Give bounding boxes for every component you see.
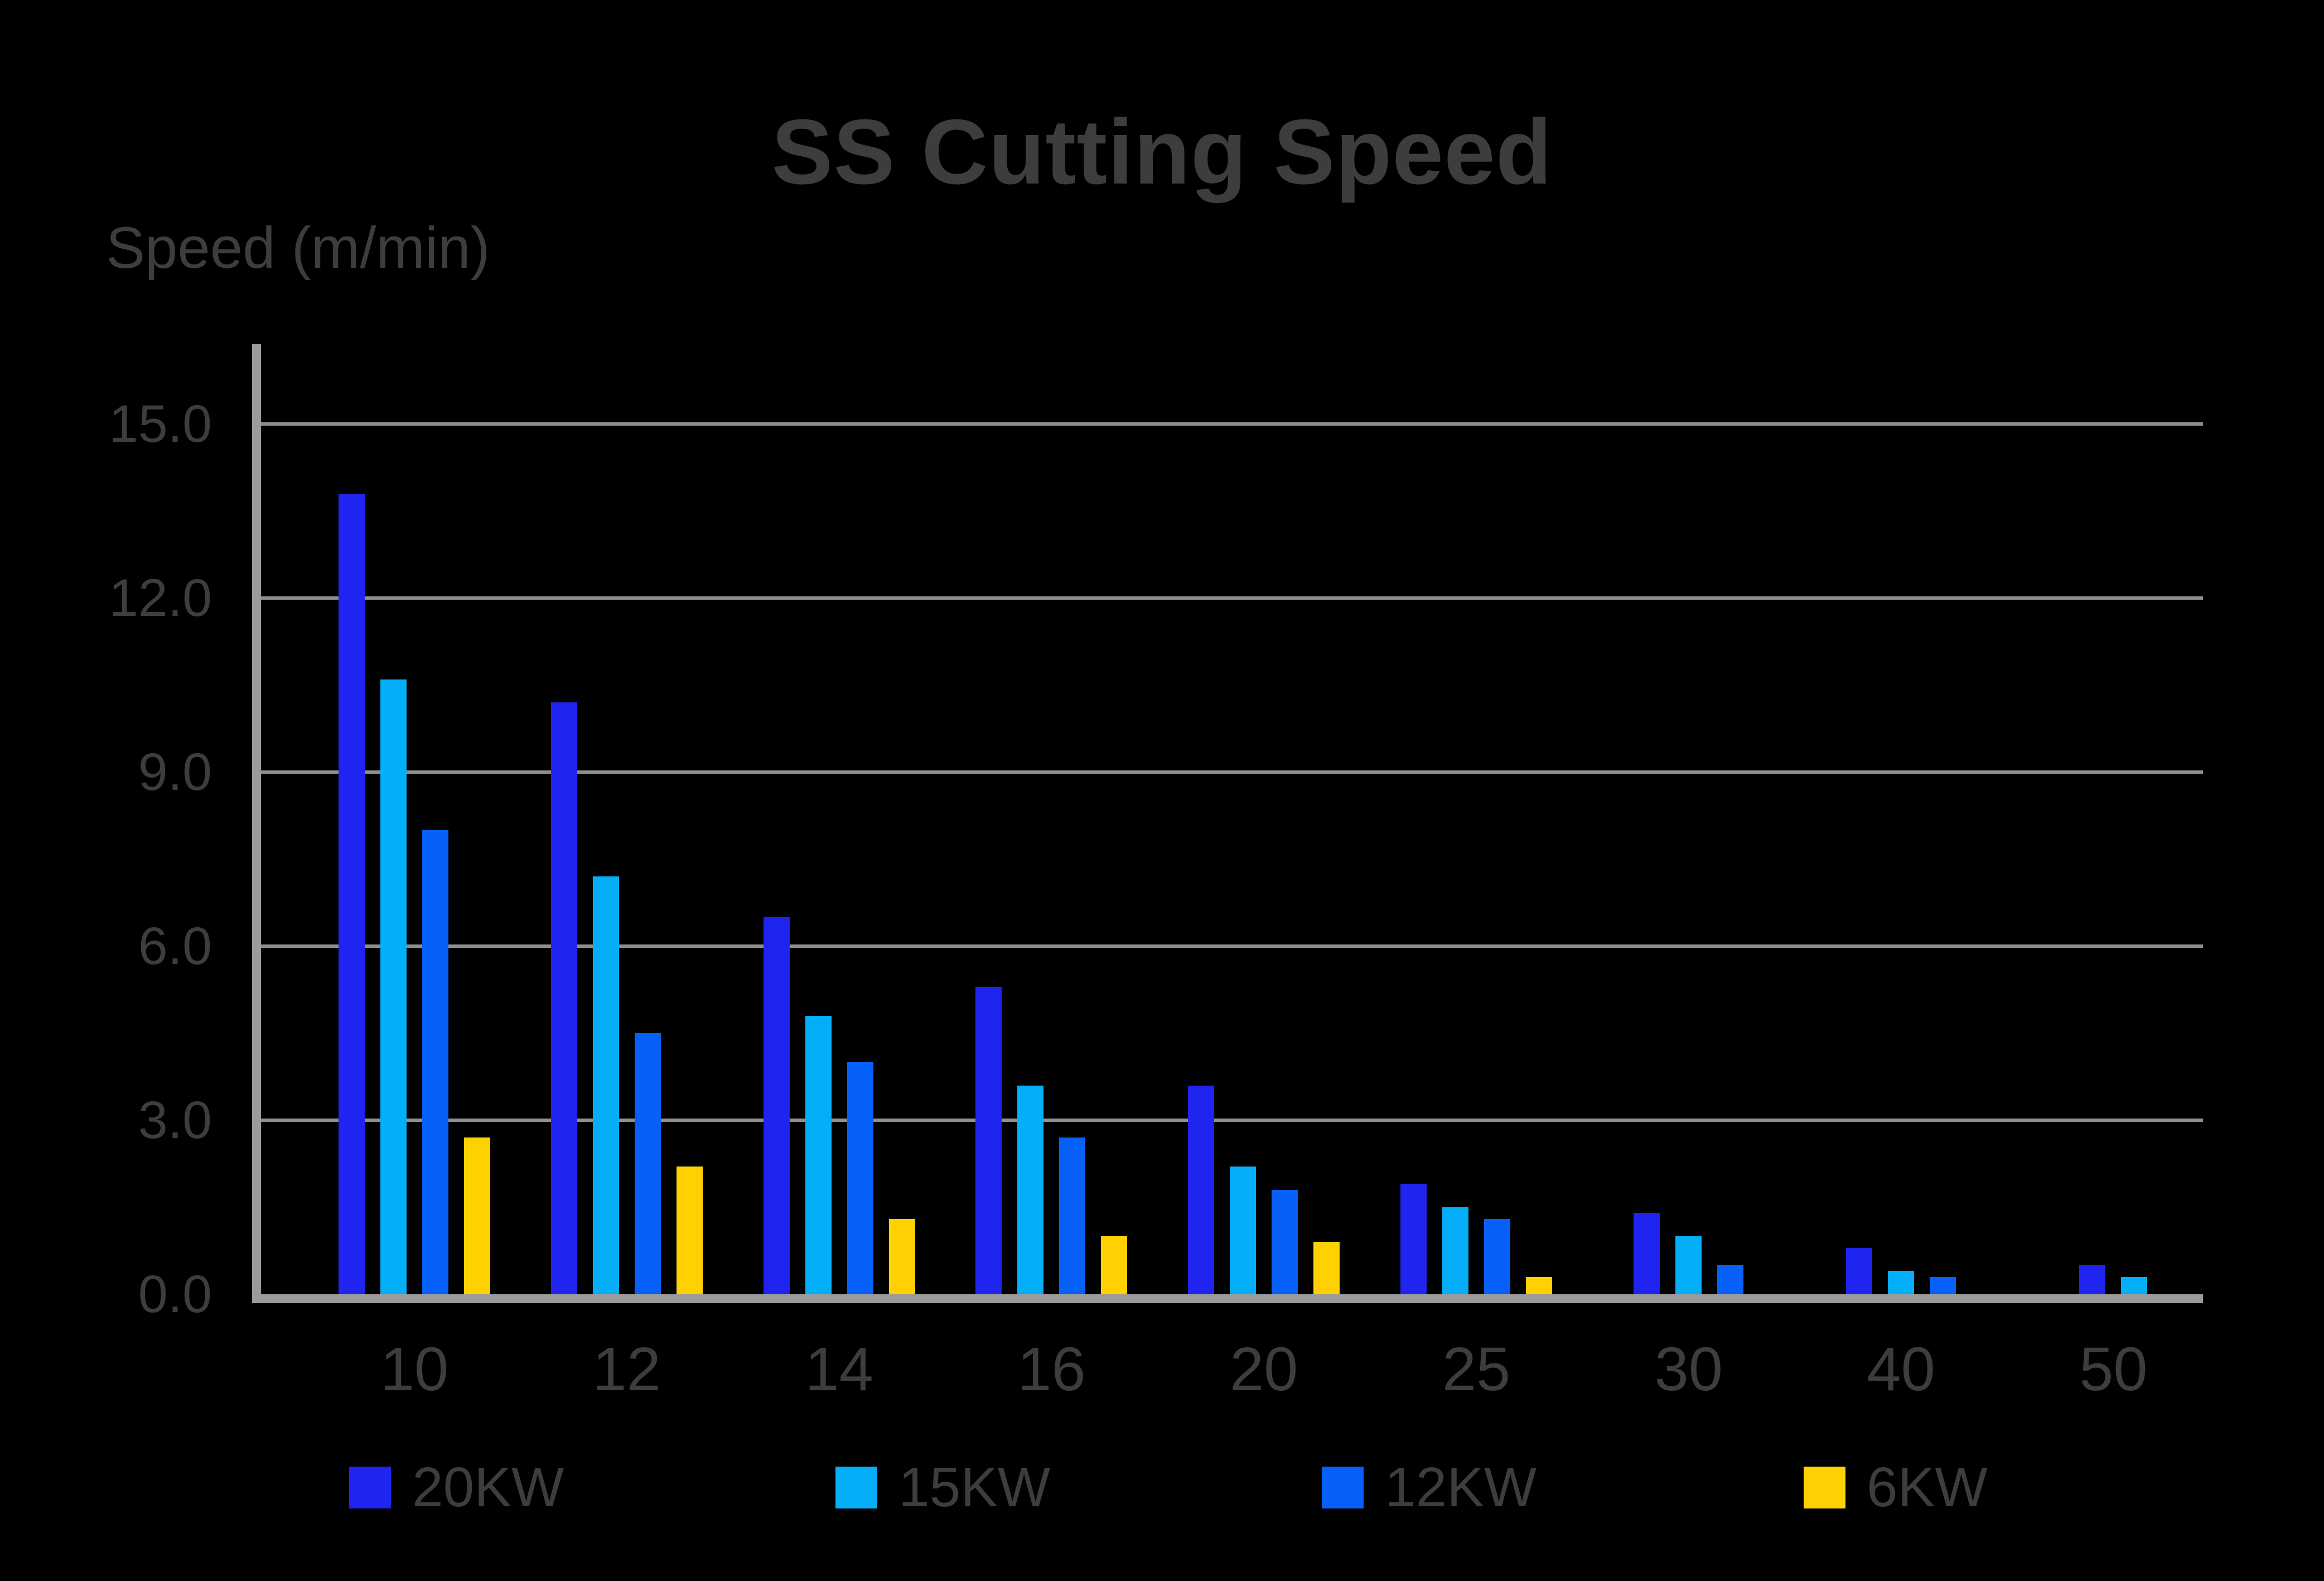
bar-6kw-16	[1101, 1236, 1128, 1294]
x-tick-label-16: 16	[1017, 1335, 1086, 1404]
bar-12kw-25	[1484, 1218, 1510, 1294]
bar-group-16	[945, 344, 1157, 1294]
bar-group-12	[521, 344, 733, 1294]
x-tick-label-50: 50	[2079, 1335, 2148, 1404]
bar-6kw-10	[464, 1137, 490, 1294]
plot-area	[252, 344, 2203, 1303]
bar-group-10	[308, 344, 520, 1294]
bar-group-50	[2007, 344, 2219, 1294]
y-tick-label-6.0: 6.0	[138, 917, 212, 976]
x-tick-label-20: 20	[1230, 1335, 1298, 1404]
bar-12kw-14	[847, 1062, 873, 1294]
bar-20kw-25	[1400, 1184, 1427, 1294]
bar-15kw-10	[380, 679, 407, 1294]
y-tick-label-0.0: 0.0	[138, 1265, 212, 1324]
legend-swatch-15kw	[835, 1466, 877, 1508]
bar-20kw-16	[975, 986, 1002, 1294]
gridline-3.0	[261, 1119, 2203, 1122]
bar-15kw-25	[1442, 1207, 1468, 1294]
bar-20kw-40	[1846, 1247, 1873, 1294]
bar-20kw-14	[763, 917, 790, 1294]
gridline-12.0	[261, 596, 2203, 600]
bar-group-25	[1370, 344, 1582, 1294]
bar-20kw-12	[550, 702, 577, 1294]
x-tick-label-30: 30	[1654, 1335, 1723, 1404]
bar-12kw-12	[634, 1033, 661, 1294]
bar-12kw-10	[422, 830, 448, 1294]
bar-15kw-16	[1017, 1085, 1044, 1294]
bar-group-20	[1158, 344, 1370, 1294]
bar-15kw-14	[805, 1015, 832, 1294]
bar-6kw-12	[676, 1167, 703, 1294]
legend-label-6kw: 6KW	[1867, 1456, 1988, 1519]
bar-15kw-30	[1675, 1236, 1702, 1294]
y-tick-label-15.0: 15.0	[109, 394, 212, 454]
y-tick-label-3.0: 3.0	[138, 1091, 212, 1150]
x-tick-label-14: 14	[805, 1335, 873, 1404]
bar-group-14	[733, 344, 945, 1294]
bar-15kw-50	[2121, 1276, 2148, 1294]
legend-label-15kw: 15KW	[898, 1456, 1051, 1519]
bar-12kw-30	[1717, 1265, 1744, 1294]
x-tick-label-40: 40	[1867, 1335, 1935, 1404]
y-axis-title: Speed (m/min)	[106, 215, 490, 281]
legend-item-12kw: 12KW	[1322, 1459, 1537, 1515]
bar-12kw-40	[1930, 1276, 1956, 1294]
legend-item-20kw: 20KW	[349, 1459, 564, 1515]
bar-12kw-16	[1059, 1137, 1086, 1294]
bar-20kw-20	[1188, 1085, 1215, 1294]
bar-12kw-20	[1272, 1189, 1298, 1294]
legend-swatch-6kw	[1804, 1466, 1845, 1508]
legend-label-12kw: 12KW	[1385, 1456, 1537, 1519]
y-tick-label-12.0: 12.0	[109, 568, 212, 628]
legend-item-6kw: 6KW	[1804, 1459, 1988, 1515]
bar-20kw-30	[1634, 1213, 1660, 1294]
bar-15kw-12	[592, 876, 619, 1294]
gridline-9.0	[261, 770, 2203, 774]
bar-group-40	[1795, 344, 2007, 1294]
bar-15kw-20	[1230, 1167, 1257, 1294]
bar-6kw-14	[888, 1218, 915, 1294]
x-tick-label-12: 12	[592, 1335, 661, 1404]
bar-20kw-50	[2079, 1265, 2106, 1294]
gridline-6.0	[261, 944, 2203, 948]
legend-swatch-12kw	[1322, 1466, 1364, 1508]
bar-15kw-40	[1888, 1271, 1915, 1294]
gridline-15.0	[261, 422, 2203, 426]
chart-title: SS Cutting Speed	[771, 100, 1553, 203]
bar-6kw-20	[1313, 1242, 1340, 1294]
x-tick-label-25: 25	[1442, 1335, 1511, 1404]
legend-item-15kw: 15KW	[835, 1459, 1050, 1515]
bar-20kw-10	[339, 493, 365, 1294]
y-tick-label-9.0: 9.0	[138, 743, 212, 802]
x-tick-label-10: 10	[380, 1335, 449, 1404]
bar-group-30	[1583, 344, 1795, 1294]
legend-swatch-20kw	[349, 1466, 391, 1508]
legend-label-20kw: 20KW	[412, 1456, 564, 1519]
bar-6kw-25	[1526, 1276, 1552, 1294]
